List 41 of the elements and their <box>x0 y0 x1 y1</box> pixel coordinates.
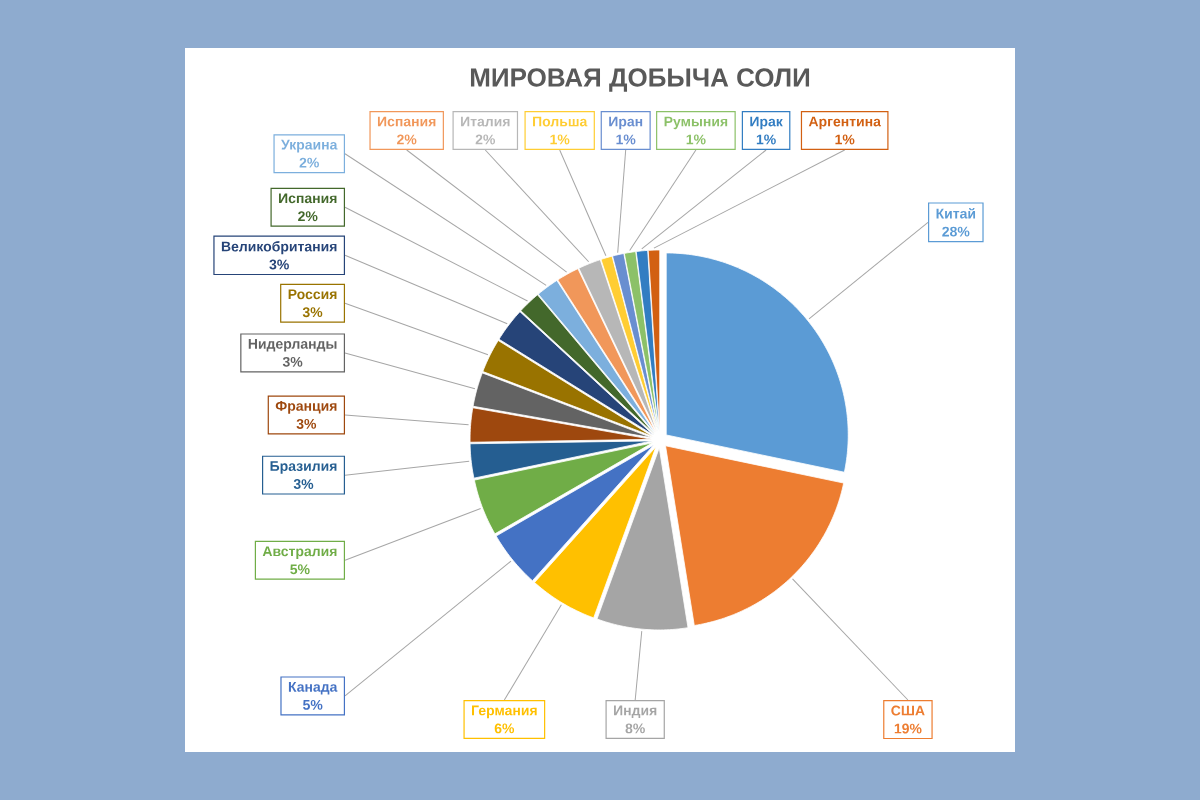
data-label: 8% <box>625 723 645 734</box>
slice-label: Германия <box>472 705 537 719</box>
data-label: 2% <box>397 134 417 145</box>
data-label: 3% <box>302 307 323 318</box>
data-label: 1% <box>835 134 855 145</box>
slice-label: США <box>891 705 925 716</box>
slice-label: Великобритания <box>221 241 337 255</box>
slice-label: Россия <box>288 289 337 300</box>
slice-label: Ирак <box>750 116 783 130</box>
data-label: 1% <box>550 134 570 145</box>
data-label: 1% <box>686 134 706 145</box>
data-label: 6% <box>494 723 515 734</box>
data-label: 1% <box>756 134 776 145</box>
data-label: 2% <box>475 134 496 145</box>
data-label: 5% <box>303 699 323 710</box>
data-label: 3% <box>296 418 317 429</box>
slice-label: Аргентина <box>808 116 882 130</box>
slice-label: Италия <box>461 116 510 127</box>
data-label: 1% <box>616 134 636 145</box>
slice-label: Украина <box>281 139 338 153</box>
slice-label: Австралия <box>262 546 337 559</box>
data-label: 3% <box>282 356 303 367</box>
slice-label: Франция <box>275 401 337 414</box>
data-label: 19% <box>894 723 922 734</box>
slice-label: Испания <box>279 193 337 204</box>
data-label: 3% <box>293 479 314 490</box>
slice-label: Бразилия <box>270 461 337 474</box>
slice-label: Иран <box>609 116 643 130</box>
slice-label: Китай <box>936 207 976 219</box>
slice-label: Испания <box>377 116 436 127</box>
slice-label: Румыния <box>664 116 728 130</box>
slice-label: Канада <box>288 682 338 695</box>
chart-title: МИРОВАЯ ДОБЫЧА СОЛИ <box>470 68 810 92</box>
slice-label: Индия <box>614 705 657 719</box>
data-label: 5% <box>290 564 310 575</box>
data-label: 2% <box>298 211 318 222</box>
data-label: 28% <box>942 226 970 237</box>
data-label: 3% <box>269 259 289 270</box>
slice-label: Нидерланды <box>248 339 337 352</box>
data-label: 2% <box>299 157 319 168</box>
slice-label: Польша <box>533 116 588 127</box>
